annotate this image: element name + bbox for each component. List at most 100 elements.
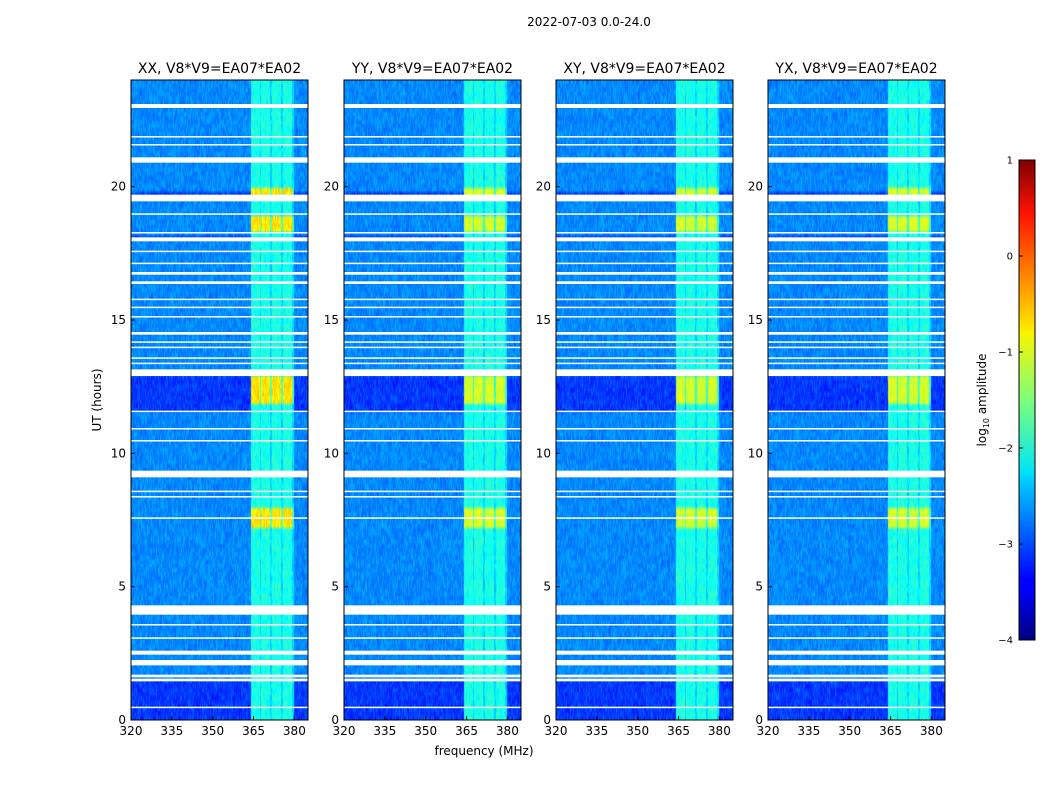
x-tick-label: 365 (667, 724, 690, 738)
y-tick-label: 15 (536, 313, 551, 327)
flagged-gap (768, 706, 945, 709)
y-tick-label: 0 (118, 713, 126, 727)
flagged-gap (556, 250, 733, 253)
y-tick-label: 10 (324, 446, 339, 460)
colorbar-label-suffix: amplitude (975, 354, 989, 418)
flagged-gap (344, 674, 521, 678)
flagged-gap (768, 194, 945, 202)
flagged-gap (556, 237, 733, 242)
y-tick-label: 15 (748, 313, 763, 327)
x-tick-label: 320 (757, 724, 780, 738)
flagged-gap (768, 660, 945, 666)
flagged-gap (768, 237, 945, 242)
flagged-gap (344, 496, 521, 498)
flagged-gap (768, 306, 945, 309)
flagged-gap (344, 316, 521, 318)
flagged-gap (344, 362, 521, 365)
y-tick-label: 20 (324, 180, 339, 194)
flagged-gap (131, 428, 308, 430)
flagged-gap (344, 517, 521, 519)
flagged-gap (768, 674, 945, 678)
flagged-gap (131, 104, 308, 108)
x-tick-label: 350 (626, 724, 649, 738)
flagged-gap (131, 341, 308, 343)
colorbar-ticks: 1 0 −1 −2 −3 −4 (998, 156, 1023, 647)
flagged-gap (556, 369, 733, 376)
flagged-gap (768, 157, 945, 163)
flagged-gap (556, 357, 733, 359)
flagged-gap (556, 362, 733, 365)
flagged-gap (556, 490, 733, 493)
x-tick-label: 365 (879, 724, 902, 738)
flagged-gap (131, 213, 308, 215)
flagged-gap (556, 272, 733, 275)
flagged-gap (131, 262, 308, 265)
flagged-gap (131, 706, 308, 709)
flagged-gap (131, 232, 308, 234)
flagged-gap (556, 650, 733, 655)
flagged-gap (131, 250, 308, 253)
colorbar-tick-label: −4 (998, 636, 1013, 647)
flagged-gap (768, 213, 945, 215)
flagged-gap (131, 298, 308, 301)
flagged-gap (556, 605, 733, 615)
flagged-gap (131, 470, 308, 478)
flagged-gap (344, 157, 521, 163)
flagged-gap (556, 306, 733, 309)
flagged-gap (344, 637, 521, 639)
flagged-gap (556, 346, 733, 349)
flagged-gap (131, 332, 308, 335)
flagged-gap (556, 341, 733, 343)
colorbar-label-prefix: log (975, 428, 989, 446)
y-tick-label: 5 (543, 580, 551, 594)
colorbar-tick-label: −1 (998, 348, 1013, 359)
flagged-gap (131, 369, 308, 376)
flagged-gap (131, 136, 308, 138)
flagged-gap (768, 281, 945, 284)
flagged-gap (768, 362, 945, 365)
y-tick-label: 20 (748, 180, 763, 194)
flagged-gap (344, 428, 521, 430)
flagged-gap (131, 357, 308, 359)
y-tick-label: 5 (118, 580, 126, 594)
colorbar-tick-label: 0 (1007, 252, 1013, 263)
flagged-gap (768, 369, 945, 376)
flagged-gap (768, 262, 945, 265)
colorbar-label: log10 amplitude (975, 354, 991, 447)
x-tick-label: 380 (496, 724, 519, 738)
flagged-gap (344, 410, 521, 413)
flagged-gap (344, 232, 521, 234)
flagged-gap (556, 262, 733, 265)
flagged-gap (344, 332, 521, 335)
y-tick-label: 5 (331, 580, 339, 594)
y-tick-label: 20 (536, 180, 551, 194)
flagged-gap (768, 144, 945, 146)
x-tick-label: 365 (455, 724, 478, 738)
flagged-gap (131, 194, 308, 202)
panel-3-frame (555, 79, 734, 721)
flagged-gap (344, 706, 521, 709)
flagged-gap (131, 637, 308, 639)
heatmap-panels: XX, V8*V9=EA07*EA02 320 335 350 365 380 0 5 10 15… (111, 61, 946, 738)
y-tick-label: 20 (111, 180, 126, 194)
flagged-gap (768, 341, 945, 343)
flagged-gap (768, 346, 945, 349)
flagged-gap (556, 136, 733, 138)
flagged-gap (344, 490, 521, 493)
flagged-gap (768, 410, 945, 413)
flagged-gap (344, 272, 521, 275)
flagged-gap (768, 272, 945, 275)
panel-4-frame (767, 79, 946, 721)
flagged-gap (768, 637, 945, 639)
colorbar-tick-label: −2 (998, 444, 1013, 455)
flagged-gap (556, 144, 733, 146)
flagged-gap (344, 678, 521, 682)
flagged-gap (556, 674, 733, 678)
x-tick-label: 350 (201, 724, 224, 738)
flagged-gap (344, 357, 521, 359)
colorbar-label-sub: 10 (982, 418, 991, 428)
flagged-gap (556, 410, 733, 413)
flagged-gap (768, 104, 945, 108)
flagged-gap (131, 316, 308, 318)
flagged-gap (556, 428, 733, 430)
